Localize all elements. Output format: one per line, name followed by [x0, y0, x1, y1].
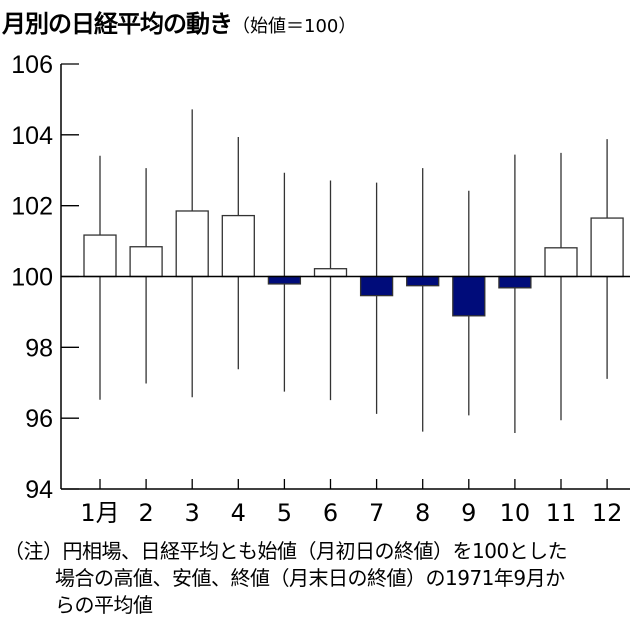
- y-tick-label: 102: [11, 193, 53, 221]
- x-tick-label: 2: [138, 499, 153, 527]
- candle-body-3: [175, 210, 209, 278]
- x-tick-label: 7: [369, 499, 384, 527]
- x-tick-label: 10: [500, 499, 531, 527]
- candle-body-7: [359, 275, 394, 297]
- footnote-line: らの平均値: [55, 593, 153, 617]
- chart-subtitle: （始値＝100）: [232, 16, 357, 37]
- chart-title: 月別の日経平均の動き: [2, 10, 233, 38]
- footnote: （注）円相場、日経平均とも始値（月初日の終値）を100とした 場合の高値、安値、…: [4, 538, 568, 619]
- candle-body-2: [129, 246, 163, 278]
- y-tick-label: 100: [11, 264, 53, 292]
- chart-title-block: 月別の日経平均の動き（始値＝100）: [2, 4, 356, 39]
- footnote-line: （注）円相場、日経平均とも始値（月初日の終値）を100とした: [4, 539, 568, 563]
- y-tick-label: 104: [11, 122, 53, 150]
- candle-body-5: [267, 275, 302, 285]
- x-tick-label: 6: [323, 499, 338, 527]
- x-tick-label: 12: [592, 499, 623, 527]
- x-tick-label: 3: [185, 499, 200, 527]
- x-tick-label: 5: [277, 499, 292, 527]
- x-tick-label: 1月: [80, 499, 119, 527]
- candle-body-4: [221, 214, 255, 278]
- candle-body-8: [406, 275, 440, 287]
- y-tick-label: 94: [25, 476, 53, 504]
- x-tick-label: 11: [546, 499, 577, 527]
- x-tick-label: 4: [231, 499, 246, 527]
- y-tick-label: 98: [25, 334, 53, 362]
- y-tick-label: 106: [11, 51, 53, 79]
- candle-body-10: [498, 275, 532, 289]
- candle-body-11: [544, 247, 578, 278]
- candle-body-9: [452, 275, 486, 317]
- candle-body-1: [83, 234, 117, 278]
- x-tick-label: 9: [461, 499, 476, 527]
- candle-body-6: [313, 268, 348, 278]
- y-tick-label: 96: [25, 405, 53, 433]
- footnote-line: 場合の高値、安値、終値（月末日の終値）の1971年9月か: [55, 566, 565, 590]
- x-tick-label: 8: [415, 499, 430, 527]
- candle-body-12: [590, 217, 624, 278]
